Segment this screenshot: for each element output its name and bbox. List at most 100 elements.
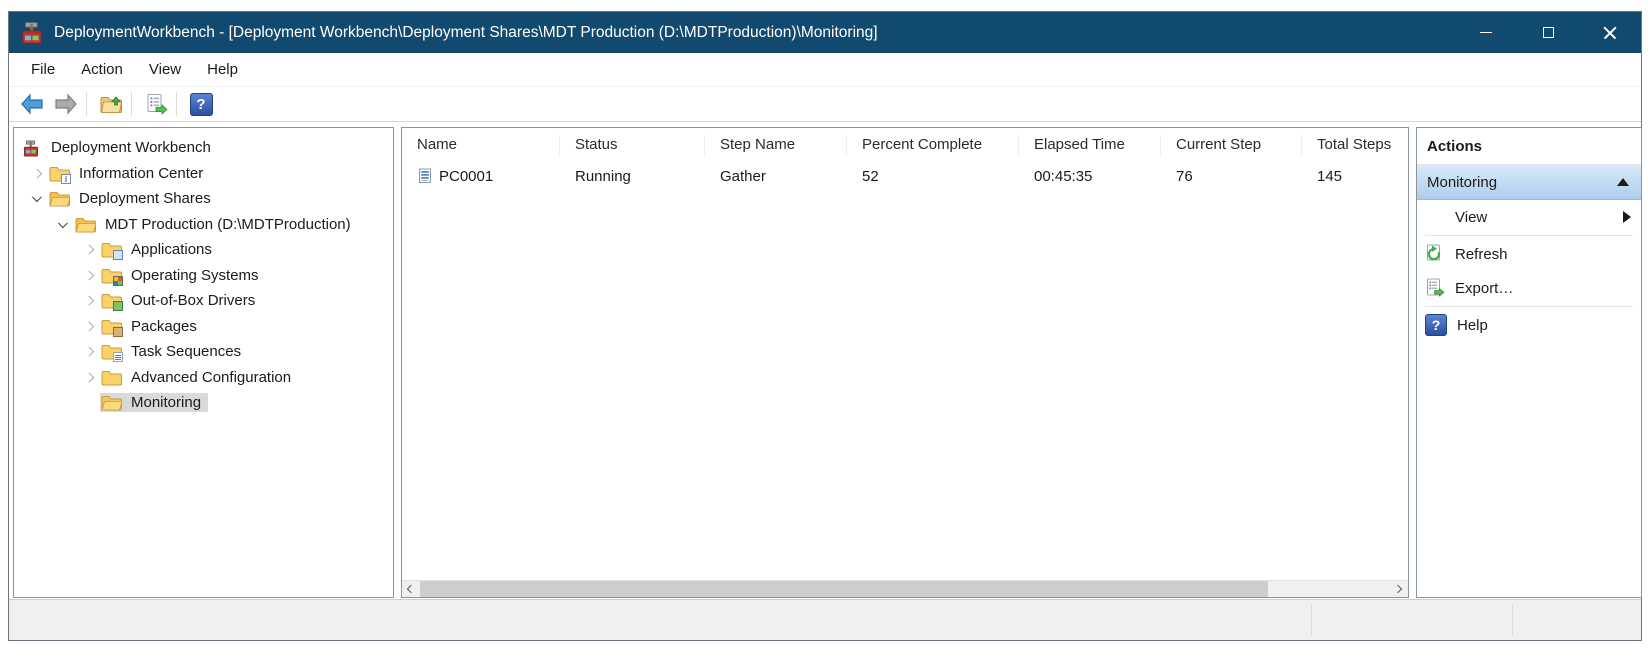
cell-percent-complete: 52 [862, 167, 879, 185]
show-console-tree-button[interactable] [96, 90, 126, 118]
folder-icon [101, 369, 122, 386]
scroll-right-button[interactable] [1391, 581, 1408, 597]
menu-view[interactable]: View [148, 61, 182, 78]
column-header-name[interactable]: Name [402, 134, 560, 155]
app-icon [19, 20, 45, 46]
cell-name: PC0001 [402, 168, 560, 185]
cell-step-name: Gather [720, 167, 766, 185]
export-list-icon [147, 94, 168, 115]
menu-action[interactable]: Action [81, 61, 123, 78]
window-title: DeploymentWorkbench - [Deployment Workbe… [54, 23, 878, 41]
horizontal-scrollbar[interactable] [402, 580, 1408, 597]
cell-current-step: 76 [1176, 167, 1193, 185]
tree-item-label: Deployment Shares [79, 190, 211, 208]
scroll-left-button[interactable] [402, 581, 419, 597]
column-header-step-name[interactable]: Step Name [705, 134, 847, 155]
tree-item-label: Deployment Workbench [51, 139, 211, 157]
title-bar[interactable]: DeploymentWorkbench - [Deployment Workbe… [9, 12, 1641, 53]
actions-group-monitoring[interactable]: Monitoring [1417, 165, 1641, 200]
scrollbar-thumb[interactable] [420, 581, 1268, 597]
action-help[interactable]: ? Help [1417, 308, 1641, 342]
actions-pane: Actions Monitoring View [1416, 127, 1642, 598]
tree-item-operating-systems[interactable]: Operating Systems [14, 263, 393, 289]
actions-pane-title: Actions [1417, 128, 1641, 165]
folder-packages-icon [101, 318, 123, 337]
column-header-current-step[interactable]: Current Step [1161, 134, 1302, 155]
tree-item-advanced-configuration[interactable]: Advanced Configuration [14, 365, 393, 391]
results-list-pane: Name Status Step Name Percent Complete E… [401, 127, 1409, 598]
column-header-percent-complete[interactable]: Percent Complete [847, 134, 1019, 155]
minimize-button[interactable] [1455, 12, 1517, 53]
tree-item-label: Applications [131, 241, 212, 259]
column-header-total-steps[interactable]: Total Steps [1317, 135, 1392, 153]
tree-item-packages[interactable]: Packages [14, 314, 393, 340]
tree-item-mdt-production[interactable]: MDT Production (D:\MDTProduction) [14, 212, 393, 238]
actions-separator [1425, 235, 1633, 236]
close-button[interactable] [1579, 12, 1641, 53]
chevron-right-icon[interactable] [80, 339, 100, 364]
cell-name-text: PC0001 [439, 167, 494, 185]
tree-item-information-center[interactable]: i Information Center [14, 161, 393, 187]
folder-drivers-icon [101, 292, 123, 312]
help-icon: ? [189, 92, 213, 116]
export-list-button[interactable] [141, 90, 171, 118]
tree-item-out-of-box-drivers[interactable]: Out-of-Box Drivers [14, 288, 393, 314]
tree-item-label: Information Center [79, 164, 204, 182]
action-refresh[interactable]: Refresh [1417, 237, 1641, 271]
action-export[interactable]: Export… [1417, 271, 1641, 305]
toolbar-separator [176, 92, 177, 116]
workbench-icon [21, 139, 42, 157]
help-icon: ? [1425, 314, 1447, 336]
status-separator [1512, 604, 1513, 636]
tree-item-deployment-workbench[interactable]: Deployment Workbench [14, 135, 393, 161]
back-arrow-icon [21, 93, 43, 115]
menu-bar: File Action View Help [9, 53, 1641, 87]
chevron-right-icon[interactable] [80, 314, 100, 339]
forward-arrow-icon [55, 93, 77, 115]
tree-item-monitoring[interactable]: Monitoring [14, 390, 393, 416]
chevron-right-icon[interactable] [80, 263, 100, 288]
table-row[interactable]: PC0001 Running Gather 52 00:45:35 76 145 [402, 161, 1408, 191]
maximize-button[interactable] [1517, 12, 1579, 53]
tree-item-label: Operating Systems [131, 266, 259, 284]
tree-item-label: Task Sequences [131, 343, 242, 361]
help-button[interactable]: ? [186, 90, 216, 118]
toolbar-separator [86, 92, 87, 116]
status-separator [1311, 604, 1312, 636]
column-header-status[interactable]: Status [560, 134, 705, 155]
chevron-down-icon[interactable] [28, 186, 48, 211]
column-header-elapsed-time[interactable]: Elapsed Time [1019, 134, 1161, 155]
chevron-right-icon[interactable] [80, 237, 100, 262]
tree-item-label: Packages [131, 317, 197, 335]
chevron-down-icon[interactable] [54, 212, 74, 237]
folder-task-sequences-icon [101, 343, 123, 363]
computer-monitor-icon [417, 168, 433, 184]
tree-item-deployment-shares[interactable]: Deployment Shares [14, 186, 393, 212]
cell-status: Running [575, 167, 631, 185]
menu-file[interactable]: File [31, 61, 56, 78]
chevron-right-icon[interactable] [80, 365, 100, 390]
main-area: Deployment Workbench i Information Cente… [9, 122, 1642, 601]
chevron-right-icon[interactable] [28, 161, 48, 186]
cell-total-steps: 145 [1317, 167, 1343, 185]
maximize-icon [1542, 27, 1554, 38]
tree-item-task-sequences[interactable]: Task Sequences [14, 339, 393, 365]
menu-help[interactable]: Help [207, 61, 238, 78]
tree-item-label: MDT Production (D:\MDTProduction) [105, 215, 351, 233]
actions-group-label: Monitoring [1427, 173, 1498, 191]
action-view[interactable]: View [1417, 200, 1641, 234]
chevron-right-icon[interactable] [80, 288, 100, 313]
folder-open-icon [49, 190, 70, 207]
tree-item-applications[interactable]: Applications [14, 237, 393, 263]
folder-info-icon: i [49, 165, 71, 184]
cell-elapsed-time: 00:45:35 [1034, 167, 1093, 185]
forward-button[interactable] [51, 90, 81, 118]
export-icon [1425, 278, 1445, 298]
collapse-arrow-icon[interactable] [1617, 178, 1629, 186]
back-button[interactable] [17, 90, 47, 118]
folder-open-icon [75, 216, 96, 233]
toolbar: ? [9, 87, 1641, 122]
tree-item-label: Out-of-Box Drivers [131, 292, 256, 310]
folder-applications-icon [101, 241, 123, 261]
tree-item-label: Monitoring [131, 394, 202, 412]
